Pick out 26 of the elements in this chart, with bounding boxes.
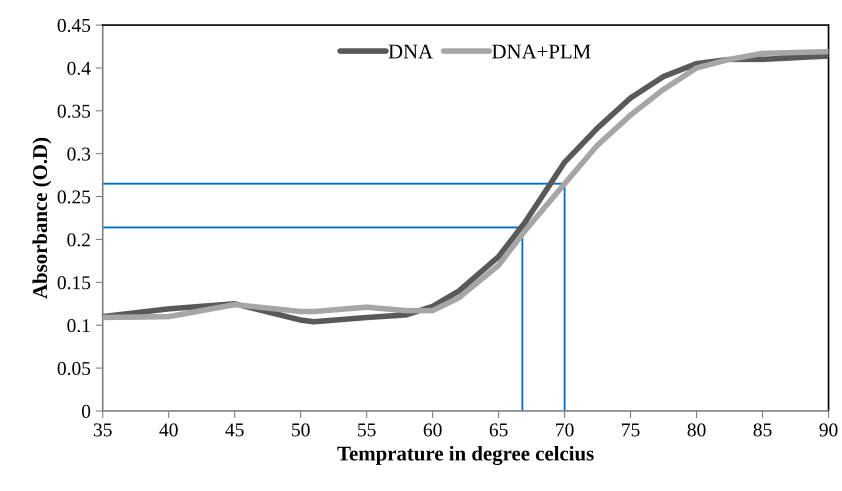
- x-tick-label: 90: [819, 423, 838, 436]
- x-tick-label: 75: [622, 424, 640, 436]
- x-tick-label: 80: [688, 423, 706, 436]
- y-tick-label: 0: [82, 404, 90, 418]
- y-tick-label: 0.15: [58, 276, 90, 290]
- x-tick-label: 65: [490, 423, 508, 436]
- x-tick-label: 35: [94, 423, 112, 436]
- y-tick-label: 0.1: [67, 319, 90, 332]
- x-tick-label: 45: [225, 423, 244, 436]
- x-tick-label: 40: [159, 423, 178, 436]
- y-tick-label: 0.2: [67, 233, 90, 246]
- x-tick-label: 50: [292, 423, 310, 436]
- x-tick-label: 55: [358, 424, 376, 436]
- x-axis-title: Temprature in degree celcius: [337, 446, 594, 466]
- legend-label: DNA+PLM: [492, 44, 591, 58]
- y-tick-label: 0.35: [58, 104, 90, 118]
- y-tick-label: 0.4: [67, 62, 91, 75]
- y-tick-label: 0.3: [67, 148, 90, 161]
- y-axis-title: Absorbance (O.D): [32, 138, 52, 299]
- legend-label: DNA: [388, 44, 433, 58]
- x-tick-label: 70: [556, 423, 574, 436]
- x-tick-label: 85: [754, 423, 772, 436]
- x-tick-label: 60: [424, 423, 442, 436]
- y-tick-label: 0.45: [58, 18, 90, 32]
- y-tick-label: 0.25: [58, 190, 90, 204]
- y-tick-label: 0.05: [58, 362, 90, 376]
